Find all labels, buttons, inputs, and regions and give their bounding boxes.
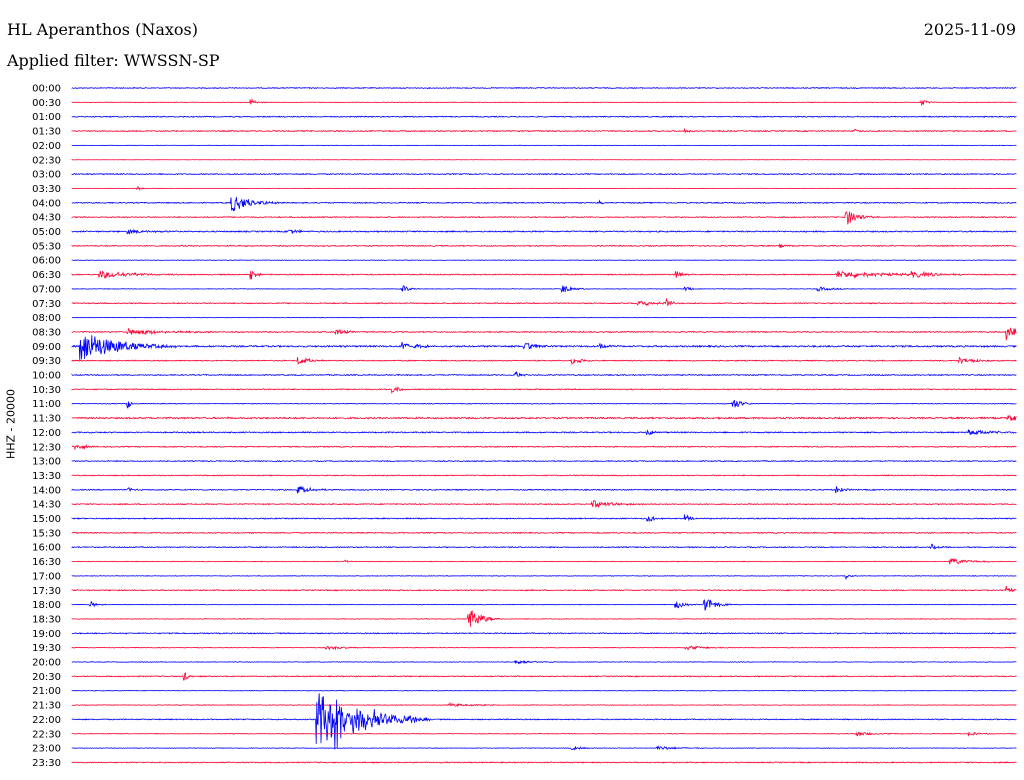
trace-line-1730 xyxy=(71,585,1017,593)
time-tick-label: 23:00 xyxy=(32,744,61,755)
time-tick-label: 16:00 xyxy=(32,543,61,554)
trace-line-1900 xyxy=(71,632,1017,635)
time-tick-label: 06:30 xyxy=(32,270,61,281)
time-tick-label: 20:00 xyxy=(32,658,61,669)
trace-line-1930 xyxy=(71,645,1017,651)
time-tick-label: 03:00 xyxy=(32,170,61,181)
trace-line-0000 xyxy=(71,86,1017,90)
time-tick-label: 05:30 xyxy=(32,241,61,252)
time-tick-label: 11:30 xyxy=(32,414,61,425)
time-tick-label: 06:00 xyxy=(32,256,61,267)
date-label: 2025-11-09 xyxy=(923,20,1016,39)
time-tick-label: 18:00 xyxy=(32,600,61,611)
time-tick-label: 02:30 xyxy=(32,155,61,166)
trace-line-0130 xyxy=(71,127,1017,134)
time-tick-label: 01:30 xyxy=(32,127,61,138)
trace-line-0500 xyxy=(71,228,1017,235)
trace-line-2030 xyxy=(71,672,1017,681)
time-tick-label: 19:30 xyxy=(32,643,61,654)
trace-line-0900 xyxy=(71,335,1017,361)
trace-line-2300 xyxy=(71,745,1017,751)
trace-line-1130 xyxy=(71,415,1017,421)
time-tick-label: 16:30 xyxy=(32,557,61,568)
trace-line-1600 xyxy=(71,543,1017,550)
time-tick-label: 08:30 xyxy=(32,327,61,338)
trace-line-0800 xyxy=(71,316,1017,319)
trace-line-1300 xyxy=(71,459,1017,463)
time-tick-label: 04:30 xyxy=(32,213,61,224)
trace-line-2130 xyxy=(71,701,1017,708)
trace-line-2230 xyxy=(71,730,1017,737)
time-tick-label: 14:00 xyxy=(32,485,61,496)
trace-line-0530 xyxy=(71,243,1017,248)
trace-line-0300 xyxy=(71,172,1017,176)
trace-line-0700 xyxy=(71,285,1017,293)
time-tick-label: 21:00 xyxy=(32,686,61,697)
time-tick-label: 12:30 xyxy=(32,442,61,453)
time-tick-label: 20:30 xyxy=(32,672,61,683)
trace-line-1630 xyxy=(71,557,1017,565)
time-tick-label: 11:00 xyxy=(32,399,61,410)
trace-line-1100 xyxy=(71,399,1017,409)
trace-line-2000 xyxy=(71,660,1017,665)
time-tick-label: 07:30 xyxy=(32,299,61,310)
trace-line-0830 xyxy=(71,327,1017,342)
trace-line-0030 xyxy=(71,98,1017,107)
trace-line-0730 xyxy=(71,297,1017,307)
time-tick-label: 09:30 xyxy=(32,356,61,367)
time-tick-label: 08:00 xyxy=(32,313,61,324)
time-tick-label: 14:30 xyxy=(32,500,61,511)
time-tick-label: 22:30 xyxy=(32,729,61,740)
trace-line-0600 xyxy=(71,259,1017,261)
trace-line-1530 xyxy=(71,531,1017,535)
trace-line-1700 xyxy=(71,574,1017,580)
time-tick-label: 02:00 xyxy=(32,141,61,152)
trace-line-0330 xyxy=(71,185,1017,191)
time-tick-label: 13:00 xyxy=(32,457,61,468)
time-tick-label: 03:30 xyxy=(32,184,61,195)
time-tick-label: 04:00 xyxy=(32,198,61,209)
trace-line-1200 xyxy=(71,429,1017,436)
trace-line-1830 xyxy=(71,610,1017,627)
filter-label: Applied filter: WWSSN-SP xyxy=(7,51,220,70)
time-tick-label: 15:00 xyxy=(32,514,61,525)
trace-line-0400 xyxy=(71,196,1017,212)
trace-line-1800 xyxy=(71,599,1017,611)
trace-line-1030 xyxy=(71,386,1017,394)
trace-line-1400 xyxy=(71,485,1017,494)
time-tick-label: 19:00 xyxy=(32,629,61,640)
trace-line-1230 xyxy=(71,444,1017,451)
trace-line-0630 xyxy=(71,270,1017,280)
trace-line-0930 xyxy=(71,356,1017,365)
trace-line-2200 xyxy=(71,693,1017,750)
time-tick-label: 00:30 xyxy=(32,98,61,109)
time-tick-label: 17:00 xyxy=(32,571,61,582)
trace-line-0100 xyxy=(71,115,1017,118)
time-tick-label: 17:30 xyxy=(32,586,61,597)
time-tick-label: 15:30 xyxy=(32,528,61,539)
time-tick-label: 09:00 xyxy=(32,342,61,353)
time-tick-label: 05:00 xyxy=(32,227,61,238)
time-tick-label: 18:30 xyxy=(32,614,61,625)
time-tick-label: 00:00 xyxy=(32,84,61,95)
time-tick-label: 23:30 xyxy=(32,758,61,769)
station-title: HL Aperanthos (Naxos) xyxy=(7,20,198,39)
trace-line-2100 xyxy=(71,689,1017,692)
trace-line-0430 xyxy=(71,211,1017,225)
time-tick-label: 07:00 xyxy=(32,284,61,295)
time-tick-label: 12:00 xyxy=(32,428,61,439)
trace-line-1330 xyxy=(71,474,1017,477)
time-tick-label: 10:30 xyxy=(32,385,61,396)
time-tick-label: 22:00 xyxy=(32,715,61,726)
time-tick-label: 10:00 xyxy=(32,371,61,382)
trace-line-2330 xyxy=(71,761,1017,764)
trace-line-1500 xyxy=(71,514,1017,522)
trace-line-1000 xyxy=(71,371,1017,377)
time-tick-label: 13:30 xyxy=(32,471,61,482)
time-tick-label: 21:30 xyxy=(32,701,61,712)
trace-line-1430 xyxy=(71,500,1017,509)
time-tick-label: 01:00 xyxy=(32,112,61,123)
